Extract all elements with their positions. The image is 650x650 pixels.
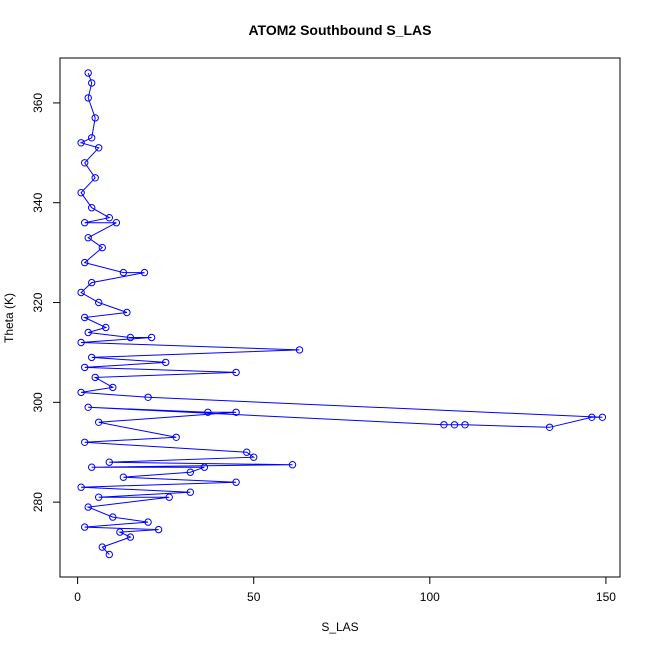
data-point <box>109 513 117 521</box>
data-point <box>84 94 92 102</box>
data-point <box>440 421 448 429</box>
data-point <box>91 114 99 122</box>
data-point <box>144 518 152 526</box>
data-point <box>116 528 124 536</box>
data-point <box>88 278 96 287</box>
data-point <box>232 368 240 377</box>
data-point <box>450 421 459 429</box>
data-point <box>250 453 258 461</box>
data-point <box>91 373 99 382</box>
data-point <box>126 333 135 342</box>
data-point <box>81 219 89 227</box>
data-point <box>109 383 117 392</box>
data-point <box>88 204 96 212</box>
data-point <box>81 258 89 267</box>
y-tick-label: 280 <box>31 492 45 512</box>
data-point <box>186 488 195 496</box>
data-point <box>81 363 89 372</box>
data-point <box>81 159 89 167</box>
data-point <box>77 388 85 397</box>
data-point <box>123 308 131 317</box>
x-tick-label: 50 <box>247 590 261 604</box>
x-axis-title: S_LAS <box>321 620 358 634</box>
data-point <box>81 523 89 531</box>
data-point <box>77 189 85 197</box>
data-point <box>88 134 96 142</box>
data-point <box>461 421 469 429</box>
data-point <box>105 214 114 222</box>
data-point <box>84 234 92 242</box>
x-axis: 0 50 100 150 <box>74 576 616 604</box>
y-axis-title: Theta (K) <box>2 293 16 343</box>
y-tick-label: 340 <box>31 192 45 212</box>
data-point <box>98 243 107 252</box>
data-point <box>98 543 107 551</box>
data-point <box>102 323 110 332</box>
data-point <box>88 353 96 362</box>
data-point <box>105 458 114 466</box>
data-point <box>81 438 89 446</box>
data-point <box>186 468 195 476</box>
x-tick-label: 0 <box>74 590 81 604</box>
data-point <box>77 483 85 491</box>
data-point <box>112 219 121 227</box>
y-tick-label: 360 <box>31 93 45 113</box>
data-point <box>545 423 554 431</box>
data-point <box>588 413 596 421</box>
data-point <box>84 503 92 511</box>
data-point <box>81 313 89 322</box>
data-point <box>126 533 135 541</box>
data-point <box>140 268 149 277</box>
y-tick-label: 320 <box>31 292 45 312</box>
data-point <box>147 333 156 342</box>
data-point <box>204 408 212 416</box>
data-point <box>88 79 96 87</box>
data-point <box>165 493 173 501</box>
data-point <box>172 433 180 441</box>
data-point <box>200 463 209 471</box>
plot-frame <box>59 57 621 578</box>
series-line <box>79 72 603 555</box>
data-point <box>95 493 103 501</box>
data-point <box>295 346 304 354</box>
data-point <box>288 461 297 469</box>
data-point <box>88 463 96 471</box>
data-point <box>232 478 240 486</box>
y-tick-label: 300 <box>31 392 45 412</box>
data-point <box>84 328 92 337</box>
data-point <box>95 298 103 307</box>
data-point <box>119 268 128 277</box>
data-point <box>105 550 114 559</box>
data-point <box>84 69 92 77</box>
data-point <box>77 139 85 147</box>
y-axis: 280 300 320 340 360 <box>31 93 61 512</box>
data-point <box>91 174 99 182</box>
data-point <box>95 144 103 152</box>
data-point <box>77 338 85 347</box>
x-tick-label: 100 <box>420 590 440 604</box>
data-point <box>243 448 251 456</box>
data-point <box>232 408 240 416</box>
data-point <box>119 473 128 481</box>
series-layer <box>77 69 607 559</box>
data-point <box>154 525 163 534</box>
data-point <box>598 413 607 421</box>
chart-title: ATOM2 Southbound S_LAS <box>248 22 431 38</box>
data-point <box>95 418 103 426</box>
x-tick-label: 150 <box>596 590 616 604</box>
data-point <box>162 358 170 367</box>
data-point <box>84 403 92 411</box>
data-point <box>77 288 85 297</box>
data-point <box>144 393 152 401</box>
